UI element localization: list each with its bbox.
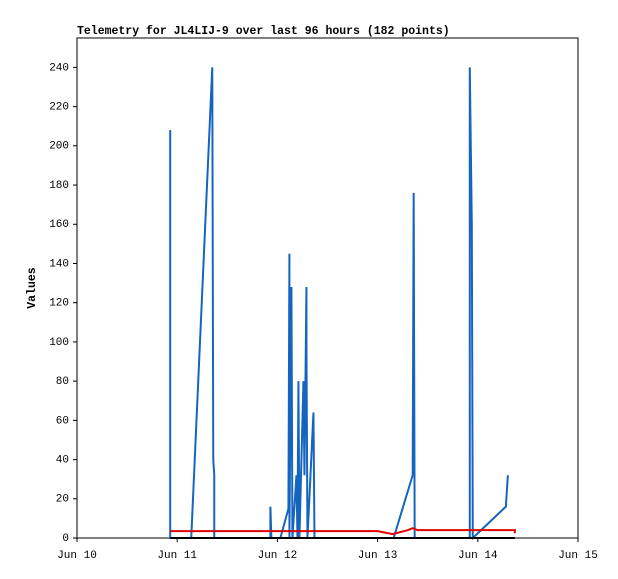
x-tick-label: Jun 14 bbox=[458, 550, 498, 562]
x-tick-label: Jun 15 bbox=[558, 550, 598, 562]
y-tick-label: 160 bbox=[49, 219, 69, 231]
y-tick-label: 20 bbox=[56, 494, 69, 506]
series-line bbox=[170, 527, 516, 536]
plot-frame bbox=[76, 37, 579, 539]
x-tick-label: Jun 12 bbox=[258, 550, 298, 562]
y-tick-label: 80 bbox=[56, 376, 69, 388]
x-tick-label: Jun 13 bbox=[358, 550, 398, 562]
y-tick-label: 100 bbox=[49, 337, 69, 349]
y-tick-label: 200 bbox=[49, 141, 69, 153]
y-axis-label: Values bbox=[26, 267, 39, 309]
chart-title: Telemetry for JL4LIJ-9 over last 96 hour… bbox=[77, 25, 450, 38]
y-tick-label: 240 bbox=[49, 62, 69, 74]
y-tick-label: 40 bbox=[56, 454, 69, 466]
y-tick-label: 140 bbox=[49, 258, 69, 270]
y-tick-label: 120 bbox=[49, 298, 69, 310]
y-tick-label: 220 bbox=[49, 102, 69, 114]
y-tick-label: 180 bbox=[49, 180, 69, 192]
y-tick-label: 60 bbox=[56, 415, 69, 427]
series-line bbox=[169, 67, 509, 541]
y-tick-label: 0 bbox=[62, 533, 69, 545]
x-tick-label: Jun 11 bbox=[157, 550, 197, 562]
x-tick-label: Jun 10 bbox=[57, 550, 97, 562]
